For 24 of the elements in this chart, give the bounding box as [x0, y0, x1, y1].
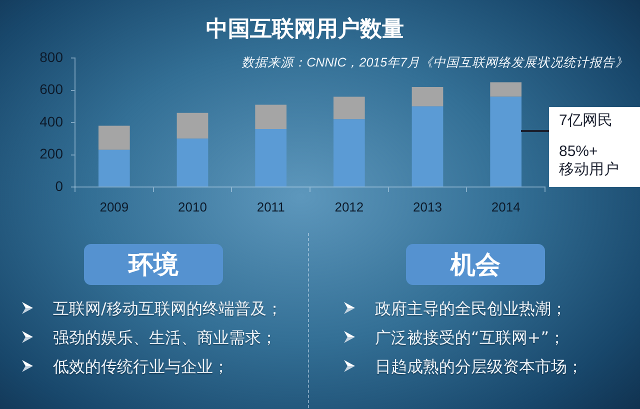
x-tick-label: 2013 [413, 199, 442, 214]
text: 广泛被接受的“互联网+”； [375, 327, 565, 348]
y-tick-label: 200 [40, 146, 64, 162]
text: 日趋成熟的分层级资本市场； [375, 356, 583, 377]
x-tick-label: 2011 [256, 199, 285, 214]
y-tick-label: 0 [55, 178, 64, 194]
text: 互联网/移动互联网的终端普及； [53, 298, 282, 319]
x-tick-label: 2012 [334, 199, 364, 214]
chart-title: 中国互联网用户数量 [206, 16, 404, 42]
x-tick-label: 2010 [178, 199, 207, 214]
text: 移动用户 [559, 161, 619, 179]
text: 环境 [128, 250, 178, 280]
y-tick-label: 800 [40, 48, 64, 65]
text: 85%+ [559, 143, 598, 161]
text: 7亿网民 [559, 112, 612, 130]
x-tick-label: 2014 [491, 199, 520, 214]
annotation: 数据来源：CNNIC，2015年7月《中国互联网络发展状况统计报告》 [242, 55, 628, 70]
y-tick-label: 400 [40, 113, 64, 130]
text: 机会 [450, 250, 500, 280]
text: 强劲的娱乐、生活、商业需求； [53, 327, 277, 348]
x-tick-label: 2009 [100, 199, 129, 214]
text: 政府主导的全民创业热潮； [375, 298, 567, 319]
text: 低效的传统行业与企业； [53, 356, 229, 377]
y-tick-label: 600 [40, 81, 64, 98]
